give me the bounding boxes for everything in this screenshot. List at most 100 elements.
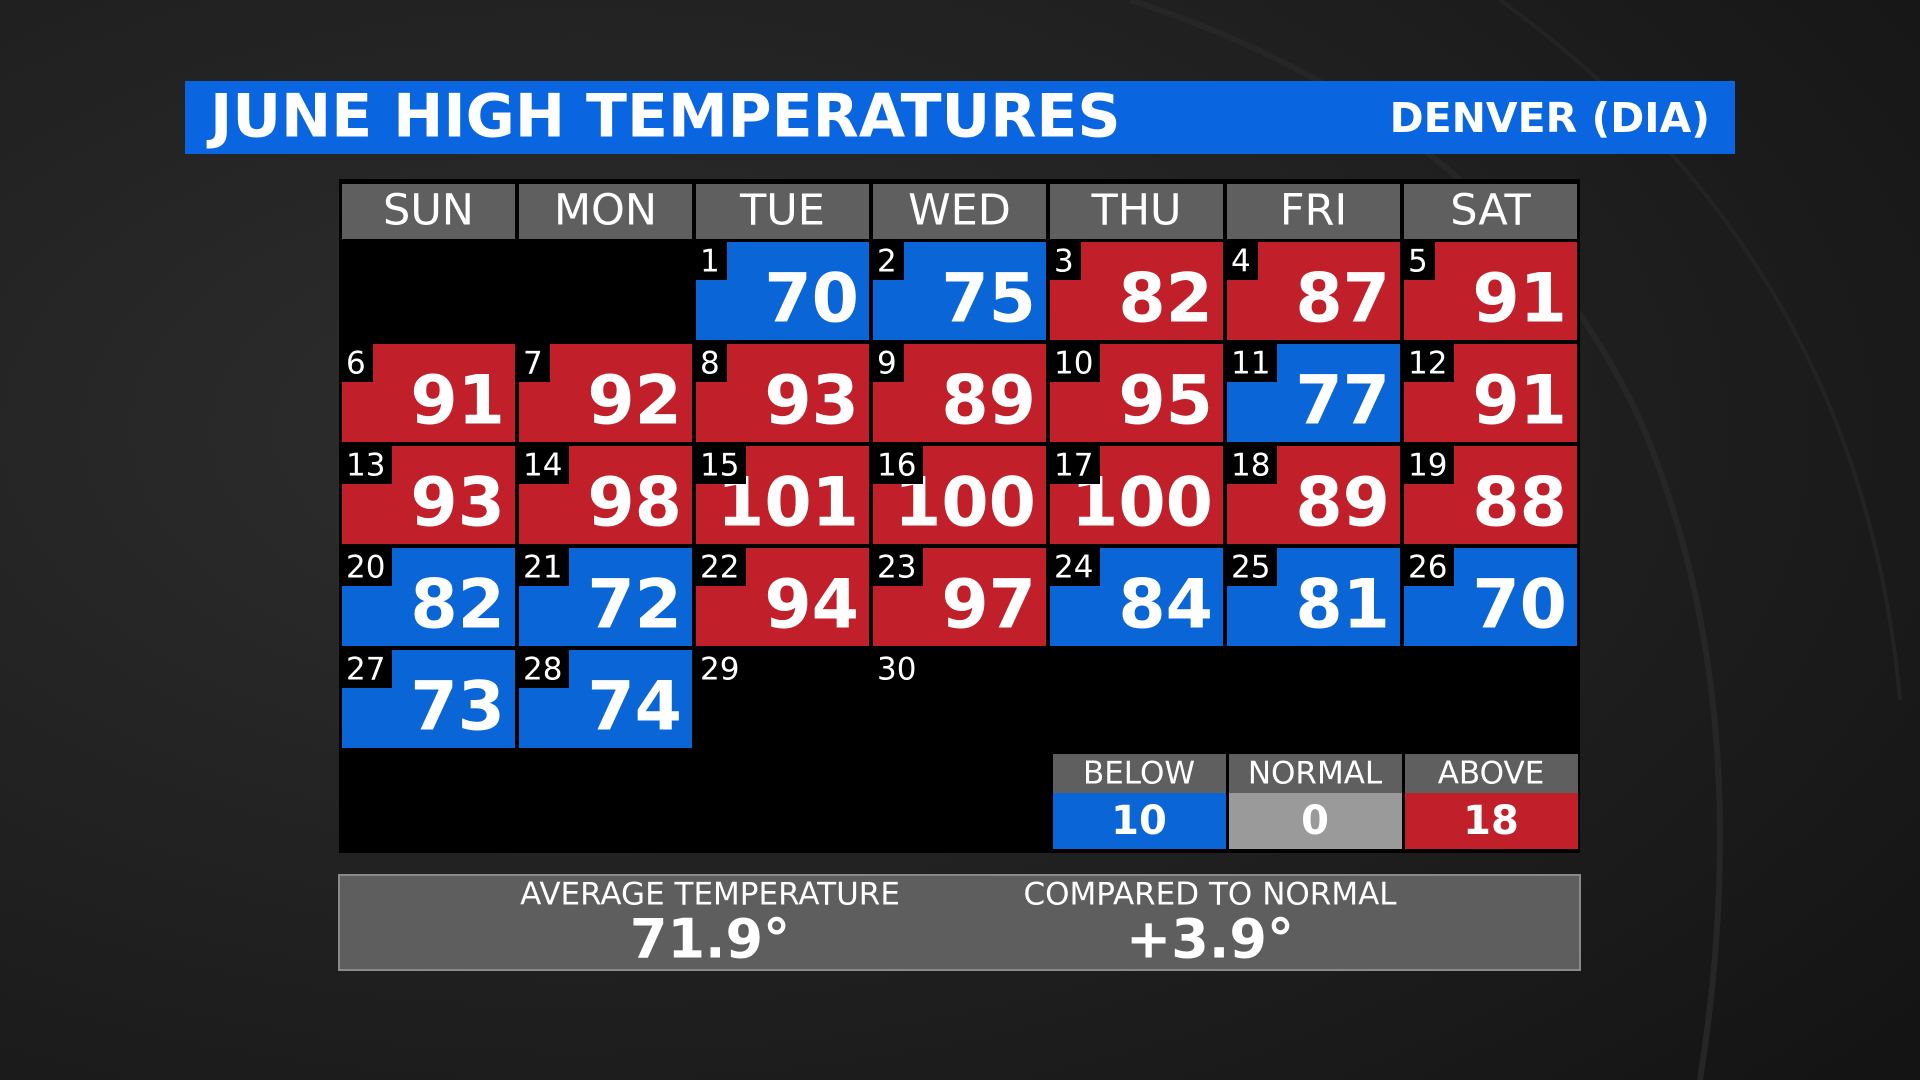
day-number-box: [1050, 344, 1100, 382]
day-number: 17: [1054, 448, 1093, 484]
day-number-box: [519, 548, 569, 586]
temperature: 89: [941, 362, 1036, 441]
day-number-box: [873, 344, 904, 382]
day-number-box: [519, 446, 569, 484]
temperature: 94: [764, 566, 859, 645]
temperature: 91: [410, 362, 505, 441]
day-number-box: [1227, 446, 1277, 484]
day-number-box: [873, 242, 904, 280]
day-number: 10: [1054, 346, 1093, 382]
day-number-box: [519, 344, 550, 382]
day-number-box: [342, 650, 392, 688]
day-number: 14: [523, 448, 562, 484]
legend-header: [1053, 754, 1226, 793]
day-number: 9: [877, 346, 897, 382]
summary-label: AVERAGE TEMPERATURE: [520, 877, 900, 913]
day-number: 11: [1231, 346, 1270, 382]
day-number: 4: [1231, 244, 1251, 280]
header-location: DENVER (DIA): [1390, 94, 1710, 142]
temperature: 72: [587, 566, 682, 645]
day-number: 20: [346, 550, 385, 586]
weekday-label: THU: [1090, 186, 1181, 236]
day-number-box: [873, 446, 923, 484]
day-number: 22: [700, 550, 739, 586]
day-number-box: [696, 650, 746, 688]
day-number: 27: [346, 652, 385, 688]
day-number: 1: [700, 244, 720, 280]
temperature: 95: [1118, 362, 1213, 441]
day-number: 7: [523, 346, 543, 382]
temperature: 91: [1472, 362, 1567, 441]
day-number-box: [1404, 242, 1435, 280]
legend-count: 0: [1301, 798, 1329, 844]
temperature: 82: [1118, 260, 1213, 339]
day-number-box: [696, 344, 727, 382]
day-number: 13: [346, 448, 385, 484]
day-number-box: [1227, 242, 1258, 280]
weekday-header: [1050, 184, 1223, 239]
day-number: 16: [877, 448, 916, 484]
temperature: 93: [764, 362, 859, 441]
temperature: 77: [1295, 362, 1390, 441]
day-number: 28: [523, 652, 562, 688]
summary-value: +3.9°: [1126, 908, 1294, 971]
day-number-box: [873, 650, 923, 688]
day-number-box: [1050, 548, 1100, 586]
weekday-header: [873, 184, 1046, 239]
day-number-box: [1404, 344, 1454, 382]
legend-label: BELOW: [1083, 756, 1195, 792]
day-number-box: [1050, 446, 1100, 484]
weekday-label: MON: [554, 186, 657, 236]
weekday-header: [1227, 184, 1400, 239]
day-number-box: [1404, 548, 1454, 586]
day-number: 3: [1054, 244, 1074, 280]
temperature: 92: [587, 362, 682, 441]
day-number-box: [519, 650, 569, 688]
day-number-box: [696, 242, 727, 280]
header-bar: [185, 81, 1735, 154]
legend-header: [1405, 754, 1578, 793]
day-number: 12: [1408, 346, 1447, 382]
day-number-box: [1404, 446, 1454, 484]
day-number: 19: [1408, 448, 1447, 484]
day-number: 6: [346, 346, 366, 382]
day-number: 21: [523, 550, 562, 586]
day-number: 8: [700, 346, 720, 382]
temperature: 88: [1472, 464, 1567, 543]
temperature: 87: [1295, 260, 1390, 339]
temperature: 91: [1472, 260, 1567, 339]
legend-swatch: [1053, 793, 1226, 849]
day-number: 15: [700, 448, 739, 484]
day-number: 5: [1408, 244, 1428, 280]
weekday-label: SUN: [383, 186, 474, 236]
summary-label: COMPARED TO NORMAL: [1023, 877, 1397, 913]
legend-count: 10: [1111, 798, 1167, 844]
summary-panel: [338, 874, 1581, 971]
legend-header: [1229, 754, 1402, 793]
legend-label: NORMAL: [1248, 756, 1383, 792]
day-number-box: [342, 446, 392, 484]
legend-count: 18: [1463, 798, 1519, 844]
temperature: 82: [410, 566, 505, 645]
weekday-label: WED: [908, 186, 1011, 236]
weekday-label: SAT: [1450, 186, 1531, 236]
weekday-label: TUE: [739, 186, 825, 236]
day-number-box: [342, 344, 373, 382]
weekday-header: [1404, 184, 1577, 239]
temperature: 89: [1295, 464, 1390, 543]
background-arc: [1498, 0, 1902, 701]
legend-label: ABOVE: [1438, 756, 1545, 792]
day-number-box: [696, 548, 746, 586]
temperature: 73: [410, 668, 505, 747]
legend-swatch: [1229, 793, 1402, 849]
temperature: 93: [410, 464, 505, 543]
day-number-box: [1050, 242, 1081, 280]
weekday-label: FRI: [1280, 186, 1347, 236]
day-number-box: [1227, 344, 1277, 382]
day-number: 29: [700, 652, 739, 688]
day-number-box: [696, 446, 746, 484]
temperature: 74: [587, 668, 682, 747]
day-number: 25: [1231, 550, 1270, 586]
